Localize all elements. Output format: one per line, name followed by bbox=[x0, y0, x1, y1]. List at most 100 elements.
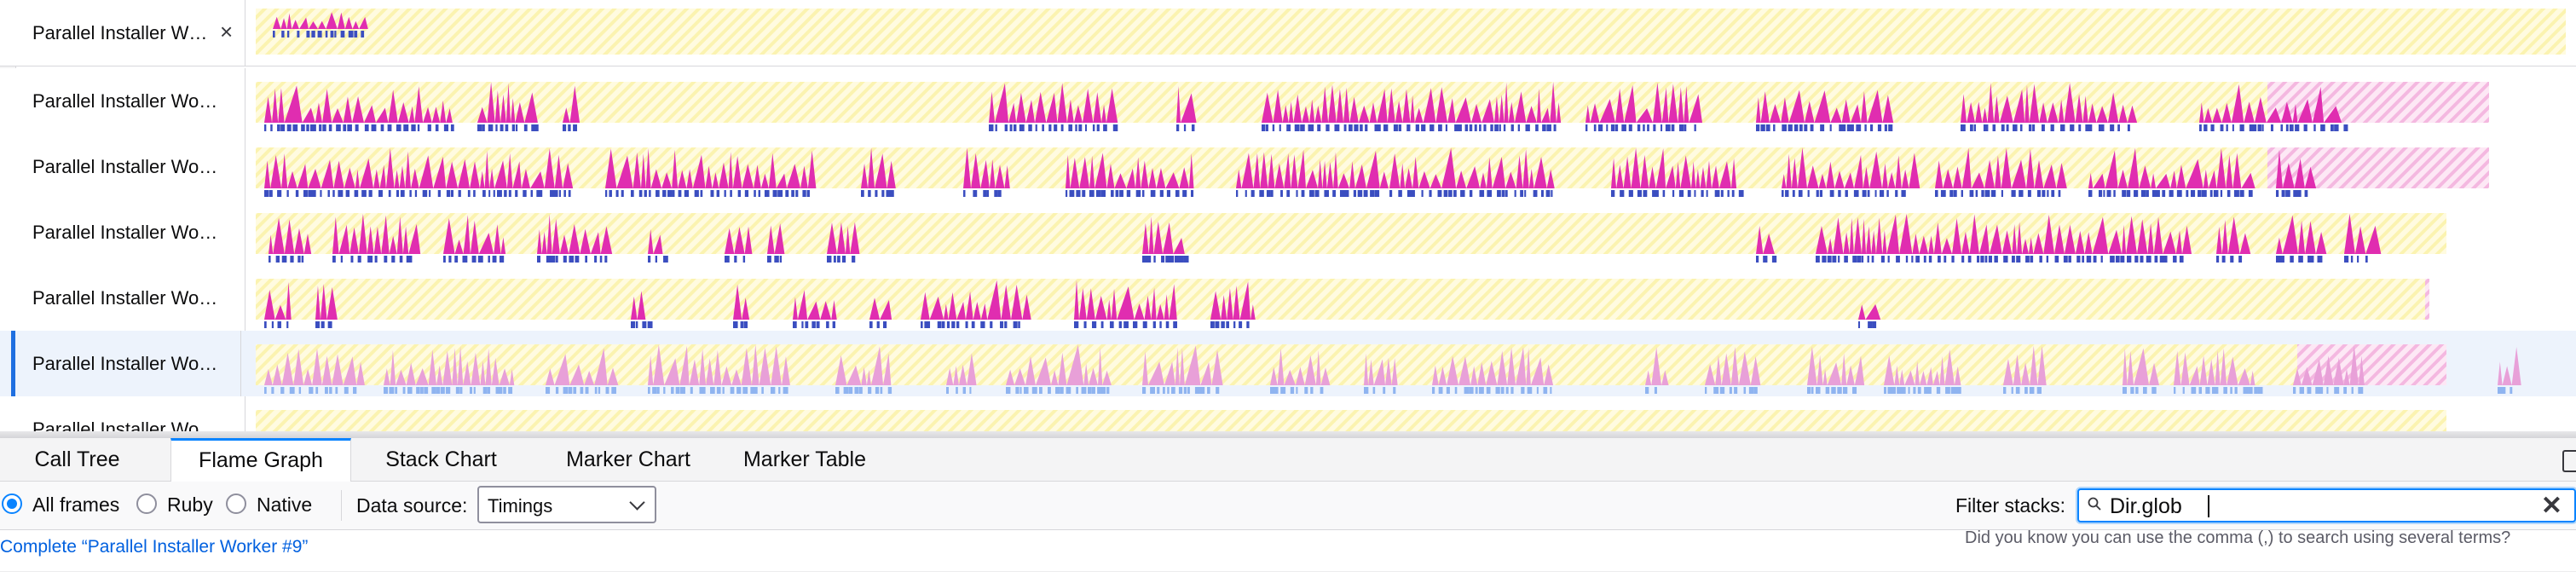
sample-marker bbox=[1713, 387, 1719, 394]
details-tab-bar: Call Tree Flame Graph Stack Chart Marker… bbox=[0, 438, 2576, 482]
sample-marker bbox=[325, 31, 328, 38]
sample-marker bbox=[1969, 190, 1974, 197]
sample-marker bbox=[311, 190, 316, 197]
sample-marker bbox=[384, 387, 389, 394]
track-label[interactable]: Parallel Installer Wo… bbox=[15, 68, 245, 134]
tab-flame-graph[interactable]: Flame Graph bbox=[170, 438, 351, 482]
sample-marker bbox=[353, 387, 357, 394]
track-row[interactable]: Parallel Installer Wo… bbox=[0, 134, 2576, 200]
close-icon[interactable]: ✕ bbox=[2540, 492, 2562, 520]
sample-marker bbox=[1159, 321, 1162, 328]
radio-button-icon[interactable] bbox=[136, 494, 157, 514]
sample-marker bbox=[1364, 387, 1369, 394]
track-row[interactable]: Parallel Installer Wo… bbox=[0, 199, 2576, 266]
track-label[interactable]: Parallel Installer Wo… bbox=[15, 134, 245, 199]
sample-marker bbox=[308, 190, 313, 197]
track-label[interactable]: Parallel Installer W… × bbox=[15, 0, 245, 66]
sample-marker bbox=[615, 190, 619, 197]
cpu-activity bbox=[767, 223, 785, 254]
track-activity-graph[interactable] bbox=[256, 3, 2576, 63]
cpu-activity bbox=[315, 284, 338, 320]
sample-marker bbox=[1300, 124, 1305, 131]
track-label[interactable]: Parallel Installer Wo… bbox=[15, 396, 245, 431]
track-activity-graph[interactable] bbox=[256, 137, 2576, 197]
cpu-activity bbox=[1210, 281, 1256, 320]
track-label[interactable]: Parallel Installer Wo… bbox=[15, 265, 245, 331]
track-activity-graph[interactable] bbox=[256, 268, 2576, 328]
sample-marker bbox=[868, 387, 872, 394]
sample-marker bbox=[1339, 190, 1345, 197]
sample-marker bbox=[493, 190, 495, 197]
radio-ruby[interactable]: Ruby bbox=[136, 494, 222, 517]
sample-marker bbox=[2015, 387, 2020, 394]
sample-marker bbox=[1187, 387, 1190, 394]
radio-native[interactable]: Native bbox=[226, 494, 328, 517]
radio-button-icon[interactable] bbox=[226, 494, 246, 514]
close-icon[interactable]: × bbox=[220, 19, 234, 44]
tab-stack-chart[interactable]: Stack Chart bbox=[385, 447, 497, 471]
sample-marker bbox=[2042, 190, 2046, 197]
filter-stacks-value[interactable]: Dir.glob bbox=[2110, 494, 2182, 518]
tab-call-tree[interactable]: Call Tree bbox=[34, 447, 120, 471]
sample-marker bbox=[2249, 124, 2254, 131]
track-activity-graph[interactable] bbox=[256, 203, 2576, 263]
sample-marker bbox=[1221, 321, 1225, 328]
sample-marker bbox=[273, 31, 275, 38]
sample-marker bbox=[1527, 387, 1533, 394]
track-row[interactable]: Parallel Installer Wo… bbox=[0, 396, 2576, 431]
track-row[interactable]: Parallel Installer W… × bbox=[0, 0, 2576, 66]
sample-marker bbox=[1753, 387, 1758, 394]
sample-marker bbox=[1760, 124, 1765, 131]
sample-marker bbox=[642, 321, 647, 328]
sample-marker bbox=[1301, 190, 1305, 197]
sample-marker bbox=[2223, 387, 2227, 394]
track-activity-graph[interactable] bbox=[256, 400, 2576, 431]
sample-marker bbox=[1936, 387, 1941, 394]
radio-button-icon[interactable] bbox=[2, 494, 22, 514]
sample-marker bbox=[450, 190, 453, 197]
track-row[interactable]: Parallel Installer Wo… bbox=[0, 68, 2576, 135]
track-row[interactable]: Parallel Installer Wo… bbox=[0, 265, 2576, 332]
cpu-activity bbox=[2199, 84, 2342, 123]
sample-marker bbox=[1317, 124, 1321, 131]
cpu-activity bbox=[332, 213, 421, 254]
breadcrumb[interactable]: Complete “Parallel Installer Worker #9” bbox=[0, 537, 309, 557]
sample-marker bbox=[973, 190, 978, 197]
sample-marker bbox=[340, 31, 345, 38]
sample-marker bbox=[2238, 256, 2243, 263]
sample-marker bbox=[710, 190, 714, 197]
sample-marker bbox=[1961, 256, 1965, 263]
track-label[interactable]: Parallel Installer Wo… bbox=[15, 199, 245, 265]
sample-marker bbox=[1621, 124, 1626, 131]
sample-marker bbox=[1862, 190, 1867, 197]
track-label[interactable]: Parallel Installer Wo… bbox=[11, 331, 241, 396]
sample-marker bbox=[2029, 387, 2035, 394]
sample-marker bbox=[1694, 190, 1696, 197]
sample-marker bbox=[1545, 190, 1551, 197]
activity-graph-svg bbox=[256, 82, 2489, 131]
search-tip: Did you know you can use the comma (,) t… bbox=[1965, 528, 2511, 547]
sidebar-toggle-icon[interactable] bbox=[2562, 450, 2576, 472]
sample-marker bbox=[2130, 387, 2134, 394]
track-activity-graph[interactable] bbox=[256, 72, 2576, 131]
track-row[interactable]: Parallel Installer Wo… bbox=[0, 331, 2576, 397]
tab-marker-table[interactable]: Marker Table bbox=[742, 447, 867, 471]
sample-marker bbox=[354, 190, 359, 197]
sample-marker bbox=[1398, 190, 1402, 197]
sample-marker bbox=[314, 124, 316, 131]
radio-all-frames[interactable]: All frames bbox=[2, 494, 130, 517]
sample-marker bbox=[1309, 190, 1314, 197]
sample-marker bbox=[675, 387, 680, 394]
sample-marker bbox=[2176, 190, 2182, 197]
sample-marker bbox=[2001, 190, 2003, 197]
tab-marker-chart[interactable]: Marker Chart bbox=[566, 447, 690, 471]
sample-marker bbox=[2230, 387, 2232, 394]
sample-marker bbox=[1320, 387, 1324, 394]
sample-marker bbox=[1520, 190, 1524, 197]
track-activity-graph[interactable] bbox=[256, 334, 2576, 394]
filter-stacks-input[interactable]: Dir.glob ✕ bbox=[2077, 488, 2576, 522]
data-source-select[interactable]: Timings bbox=[477, 486, 656, 523]
track-name: Parallel Installer Wo… bbox=[32, 287, 218, 309]
sample-marker bbox=[963, 190, 966, 197]
panel-splitter[interactable] bbox=[0, 431, 2576, 438]
